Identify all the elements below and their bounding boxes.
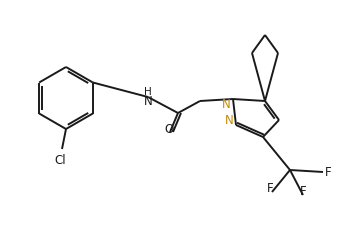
- Text: F: F: [325, 166, 332, 179]
- Text: N: N: [225, 113, 234, 126]
- Text: H: H: [144, 87, 152, 97]
- Text: F: F: [300, 184, 306, 197]
- Text: N: N: [144, 94, 153, 108]
- Text: F: F: [267, 181, 273, 194]
- Text: O: O: [164, 122, 173, 135]
- Text: N: N: [222, 98, 231, 110]
- Text: Cl: Cl: [54, 153, 66, 166]
